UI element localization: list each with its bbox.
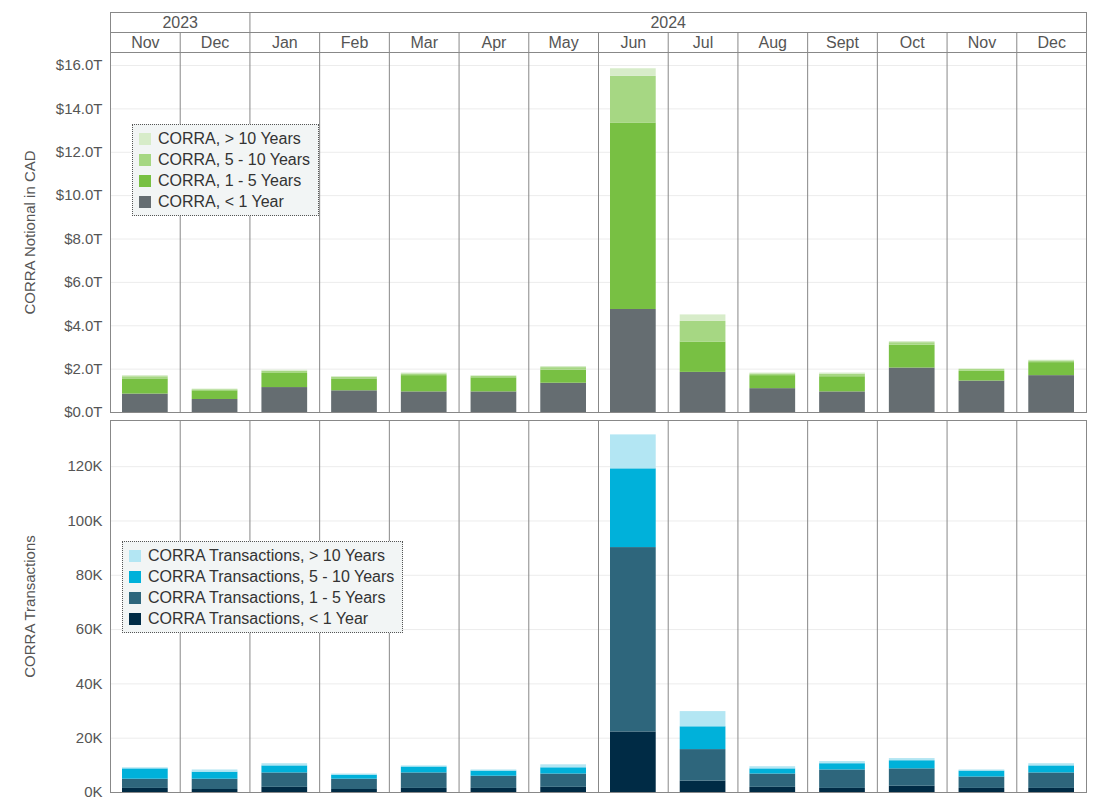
svg-text:$8.0T: $8.0T [64,230,102,247]
html-text:CORRA, > 10 Years: CORRA, > 10 Years [158,130,301,147]
svg-text:Dec: Dec [201,34,229,51]
svg-text:40K: 40K [76,675,103,692]
svg-text:2024: 2024 [650,14,686,31]
svg-text:Mar: Mar [410,34,438,51]
svg-text:Aug: Aug [759,34,787,51]
svg-text:$12.0T: $12.0T [56,143,103,160]
svg-text:$4.0T: $4.0T [64,317,102,334]
html-text:CORRA, 1 - 5 Years: CORRA, 1 - 5 Years [158,172,302,189]
svg-text:20K: 20K [76,729,103,746]
svg-text:CORRA Transactions: CORRA Transactions [21,535,38,678]
svg-text:2023: 2023 [162,14,198,31]
svg-text:$14.0T: $14.0T [56,100,103,117]
html-text:CORRA Transactions, 1 - 5 Year: CORRA Transactions, 1 - 5 Years [148,589,386,606]
svg-text:$10.0T: $10.0T [56,186,103,203]
svg-text:$16.0T: $16.0T [56,56,103,73]
svg-text:Jun: Jun [620,34,646,51]
svg-text:80K: 80K [76,566,103,583]
svg-text:Feb: Feb [341,34,369,51]
svg-text:May: May [549,34,579,51]
svg-text:100K: 100K [67,512,102,529]
html-text:CORRA Transactions, < 1 Year: CORRA Transactions, < 1 Year [148,610,369,627]
html-text:CORRA Transactions, > 10 Years: CORRA Transactions, > 10 Years [148,547,385,564]
svg-text:Nov: Nov [968,34,996,51]
svg-text:Jan: Jan [272,34,298,51]
svg-text:$6.0T: $6.0T [64,273,102,290]
svg-text:$0.0T: $0.0T [64,403,102,420]
svg-text:Apr: Apr [481,34,507,51]
svg-text:0K: 0K [84,783,102,800]
svg-text:CORRA Notional in CAD: CORRA Notional in CAD [21,150,38,314]
svg-text:Nov: Nov [131,34,159,51]
svg-text:$2.0T: $2.0T [64,360,102,377]
html-text:CORRA, < 1 Year: CORRA, < 1 Year [158,193,284,210]
svg-text:Dec: Dec [1037,34,1065,51]
svg-text:Oct: Oct [900,34,925,51]
html-text:CORRA, 5 - 10 Years: CORRA, 5 - 10 Years [158,151,311,168]
svg-text:Sept: Sept [826,34,859,51]
svg-text:120K: 120K [67,457,102,474]
html-text:CORRA Transactions, 5 - 10 Yea: CORRA Transactions, 5 - 10 Years [148,568,395,585]
svg-text:Jul: Jul [693,34,713,51]
svg-text:60K: 60K [76,620,103,637]
